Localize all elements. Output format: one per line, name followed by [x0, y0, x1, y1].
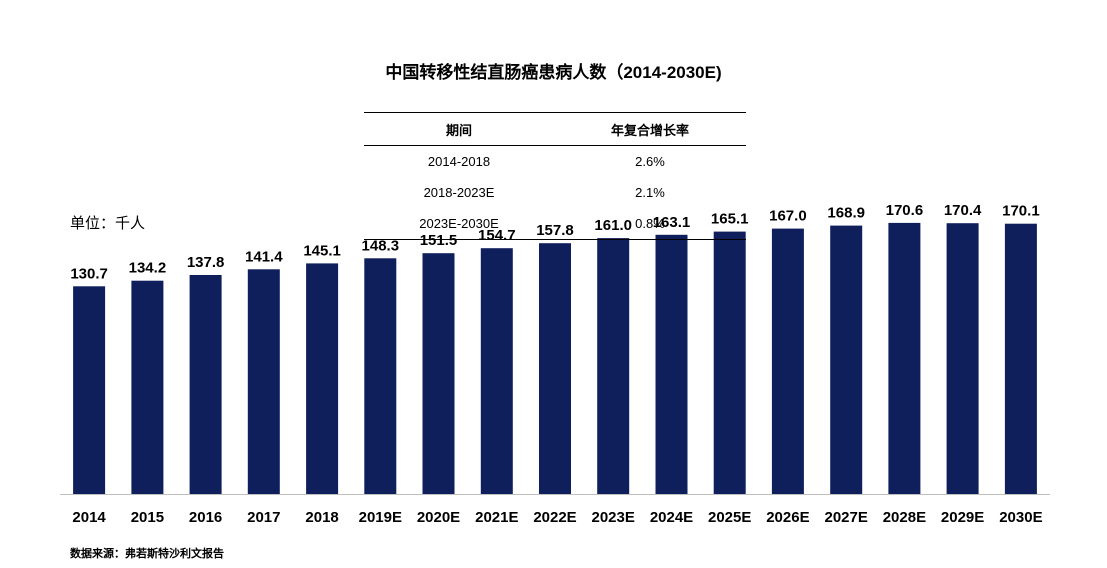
bar-2020E [422, 253, 455, 494]
cagr-header-rate: 年复合增长率 [554, 112, 746, 146]
x-tick-label-2020E: 2020E [417, 509, 460, 526]
unit-label: 单位：千人 [70, 215, 146, 232]
value-label-2014: 130.7 [70, 265, 108, 282]
cagr-header-row: 期间 年复合增长率 [364, 112, 746, 146]
bar-2028E [888, 222, 921, 494]
cagr-rate: 0.8% [554, 208, 746, 240]
x-tick-label-2019E: 2019E [359, 509, 402, 526]
x-tick-label-2029E: 2029E [941, 509, 984, 526]
bar-group [73, 222, 1037, 495]
value-label-2018: 145.1 [303, 242, 341, 259]
x-tick-label-2028E: 2028E [883, 509, 926, 526]
bar-2026E [771, 228, 804, 494]
x-tick-label-2015: 2015 [131, 509, 164, 526]
bar-2018 [306, 263, 339, 494]
cagr-period: 2014-2018 [427, 154, 491, 169]
value-label-2019E: 148.3 [362, 237, 400, 254]
value-label-2017: 141.4 [245, 248, 283, 265]
cagr-rate: 2.6% [635, 154, 665, 169]
bar-2025E [713, 231, 746, 494]
value-label-2015: 134.2 [129, 260, 167, 277]
bar-2017 [247, 269, 280, 494]
x-tick-label-2018: 2018 [305, 509, 338, 526]
bar-2023E [597, 238, 630, 494]
bar-2014 [73, 286, 106, 494]
source-note: 数据来源：弗若斯特沙利文报告 [70, 548, 224, 560]
bar-2029E [946, 223, 979, 494]
bar-2022E [539, 243, 571, 494]
value-label-2027E: 168.9 [827, 205, 865, 222]
x-tick-label-2021E: 2021E [475, 509, 518, 526]
cagr-row: 2018-2023E 2.1% [364, 177, 746, 208]
cagr-table: 期间 年复合增长率 2014-2018 2.6% 2018-2023E 2.1%… [364, 112, 746, 240]
chart-title: 中国转移性结直肠癌患病人数（2014-2030E) [385, 63, 722, 82]
value-label-2016: 137.8 [187, 254, 225, 271]
bar-2016 [189, 275, 222, 494]
x-tick-label-group: 2014 2015 2016 2017 2018 2019E 2020E 2021E 2022E… [72, 509, 1042, 526]
x-tick-label-2025E: 2025E [708, 509, 751, 526]
x-tick-label-2023E: 2023E [592, 509, 635, 526]
x-tick-label-2027E: 2027E [825, 509, 868, 526]
bar-2024E [655, 234, 688, 495]
x-tick-label-2030E: 2030E [999, 509, 1042, 526]
value-label-2028E: 170.6 [886, 202, 924, 219]
value-label-2026E: 167.0 [769, 208, 807, 225]
cagr-rate: 2.1% [635, 185, 665, 200]
x-tick-label-2022E: 2022E [533, 509, 576, 526]
value-label-2030E: 170.1 [1002, 203, 1040, 220]
value-label-2029E: 170.4 [944, 202, 982, 219]
cagr-row: 2023E-2030E 0.8% [364, 208, 746, 240]
x-tick-label-2016: 2016 [189, 509, 222, 526]
x-tick-label-2026E: 2026E [766, 509, 809, 526]
bar-2019E [364, 258, 397, 494]
cagr-row: 2014-2018 2.6% [364, 146, 746, 178]
cagr-period: 2018-2023E [423, 185, 495, 200]
x-tick-label-2014: 2014 [72, 509, 106, 526]
bar-2021E [480, 248, 513, 494]
cagr-period: 2023E-2030E [364, 208, 554, 240]
cagr-header-period: 期间 [364, 112, 554, 146]
bar-2027E [830, 225, 863, 494]
bar-2015 [131, 280, 164, 494]
x-tick-label-2024E: 2024E [650, 509, 693, 526]
x-tick-label-2017: 2017 [247, 509, 280, 526]
bar-2030E [1004, 223, 1037, 494]
